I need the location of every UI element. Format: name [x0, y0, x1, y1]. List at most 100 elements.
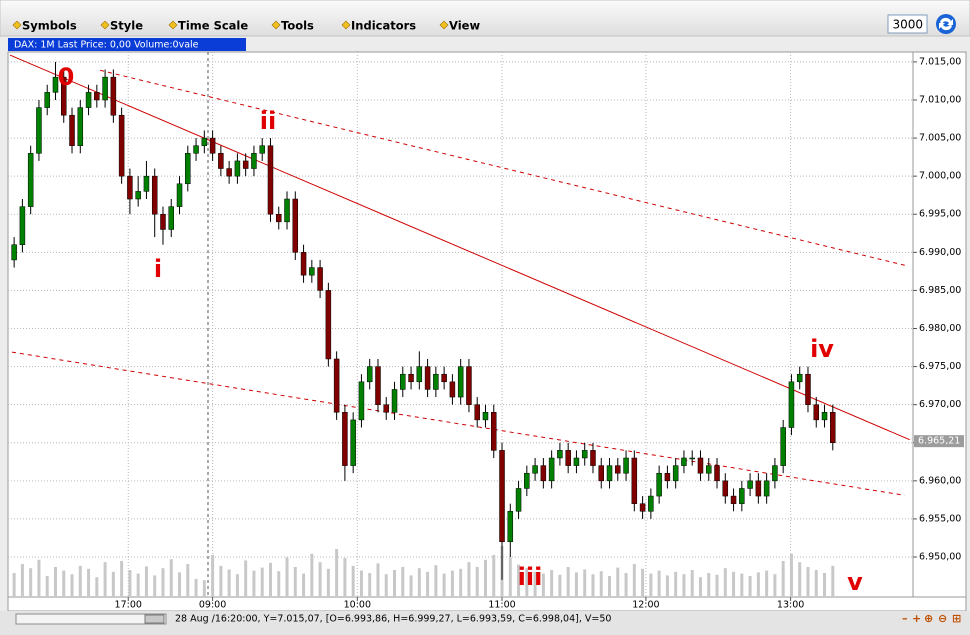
volume-bar [450, 570, 454, 597]
candle-body [788, 381, 795, 428]
candle-body [201, 137, 208, 146]
candle-body [540, 465, 547, 482]
scrollbar[interactable] [15, 613, 167, 625]
zoom-out[interactable]: – [902, 612, 908, 625]
volume-bar [29, 568, 33, 597]
scroll-thumb[interactable] [144, 614, 165, 624]
zoom-in[interactable]: + [912, 612, 921, 625]
y-tick-label: 6.980,00 [919, 323, 961, 334]
y-tick-label: 6.955,00 [919, 513, 961, 524]
volume-bar [624, 573, 628, 597]
volume-bar [376, 563, 380, 597]
volume-bar [632, 564, 636, 597]
volume-bar [599, 571, 603, 597]
volume-bar [144, 566, 148, 597]
volume-bar [698, 577, 702, 597]
volume-bar [409, 575, 413, 597]
candle-body [317, 267, 323, 291]
volume-bar [194, 579, 198, 597]
candle-body [714, 465, 720, 482]
candle-body [193, 145, 199, 154]
candle-body [573, 457, 580, 466]
candle-body [805, 373, 811, 405]
zoom-buttons[interactable]: – + ⊕ ⊖ ⊞ [902, 612, 961, 625]
volume-bar [128, 570, 132, 597]
zoom-reset[interactable]: ⊖ [938, 612, 947, 625]
status-text: 28 Aug /16:20:00, Y=7.015,07, [O=6.993,8… [175, 614, 611, 625]
candle-body [333, 358, 340, 413]
candle-body [697, 457, 704, 474]
menu-item[interactable]: Indicators [351, 19, 416, 33]
menu-item[interactable]: Symbols [22, 19, 77, 33]
candle-body [69, 114, 75, 146]
trendline [11, 351, 905, 496]
candle-body [143, 175, 150, 192]
candle-body [251, 153, 257, 169]
volume-bar [169, 559, 173, 597]
candle-body [606, 465, 613, 482]
volume-bar [153, 575, 157, 597]
menu-item[interactable]: Tools [281, 19, 314, 33]
candle-body [284, 198, 290, 223]
candle-body [449, 381, 456, 398]
candle-body [813, 404, 819, 421]
y-tick-label: 7.005,00 [919, 133, 961, 144]
volume-bar [12, 573, 16, 597]
candle-body [160, 213, 166, 230]
menu-item[interactable]: Time Scale [178, 19, 248, 33]
volume-bar [798, 562, 802, 597]
menu-item[interactable]: Style [110, 19, 143, 33]
volume-bar [789, 553, 793, 597]
zoom-fit[interactable]: ⊕ [924, 612, 933, 625]
volume-bar [459, 568, 463, 597]
volume-bar [657, 570, 661, 597]
volume-bar [682, 574, 686, 597]
volume-bar [831, 565, 835, 597]
volume-bar [335, 549, 339, 597]
candle-body [639, 503, 646, 512]
volume-bar [219, 565, 223, 597]
wave-label: 0 [58, 63, 75, 91]
volume-bar [302, 573, 306, 597]
volume-bar [814, 570, 818, 597]
candle-body [325, 290, 332, 360]
volume-bar [244, 560, 248, 597]
refresh-value[interactable]: 3000 [892, 18, 923, 32]
volume-bar [62, 570, 66, 597]
candle-body [416, 366, 423, 383]
candle-body [383, 404, 389, 413]
volume-bar [483, 559, 487, 597]
y-tick-label: 7.010,00 [919, 94, 961, 105]
plot-area [7, 51, 914, 598]
x-tick-label: 09:00 [199, 600, 226, 611]
y-tick-label: 7.015,00 [919, 56, 961, 67]
volume-bar [293, 567, 297, 597]
volume-bar [616, 567, 620, 597]
candle-body [185, 153, 191, 185]
candle-body [400, 373, 406, 390]
refresh-input[interactable] [887, 14, 928, 34]
volume-bar [186, 564, 190, 597]
zoom-max[interactable]: ⊞ [952, 612, 961, 625]
refresh-icon[interactable] [936, 14, 956, 34]
volume-bar [773, 574, 777, 597]
candle-body [648, 495, 654, 512]
candle-body [515, 488, 522, 512]
candle-body [780, 427, 786, 466]
candle-body [772, 465, 778, 482]
refresh-button[interactable] [936, 14, 956, 34]
volume-bar [641, 568, 645, 597]
candle-body [681, 457, 687, 466]
volume-bar [53, 567, 57, 597]
volume-bar [235, 574, 239, 597]
volume-bar [351, 565, 355, 597]
wave-label: i [154, 255, 162, 283]
volume-bar [723, 568, 727, 597]
y-tick-label: 6.995,00 [919, 209, 961, 220]
trendline [9, 54, 910, 441]
volume-bar [111, 571, 115, 597]
menu-item[interactable]: View [449, 19, 480, 33]
candle-body [755, 480, 762, 497]
volume-bar [756, 572, 760, 597]
candle-body [821, 412, 828, 421]
